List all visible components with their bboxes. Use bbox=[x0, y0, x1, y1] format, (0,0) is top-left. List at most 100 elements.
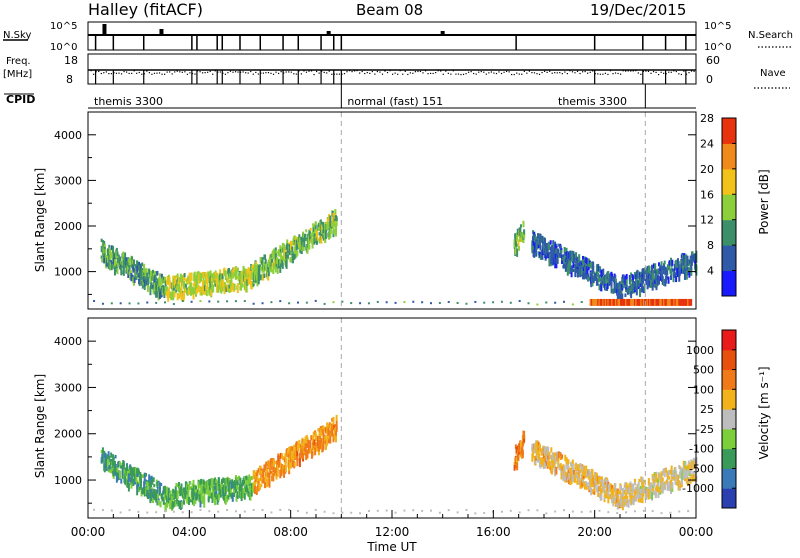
scatter-cell bbox=[519, 227, 522, 237]
scatter-cell bbox=[203, 491, 206, 500]
ground-speckle bbox=[110, 302, 113, 305]
ground-speckle bbox=[288, 302, 291, 305]
scatter-cell bbox=[620, 293, 622, 303]
scatter-cell bbox=[250, 490, 253, 497]
nave-dot bbox=[346, 71, 348, 73]
nave-dot bbox=[359, 72, 361, 74]
scatter-cell bbox=[280, 469, 283, 477]
scatter-cell bbox=[207, 496, 210, 503]
ground-speckle bbox=[509, 301, 512, 304]
ground-speckle bbox=[385, 509, 388, 512]
scatter-cell bbox=[599, 277, 602, 282]
ground-scatter-cell bbox=[597, 298, 600, 306]
scatter-cell bbox=[120, 264, 123, 269]
ground-speckle bbox=[545, 512, 548, 515]
nave-dot bbox=[366, 71, 368, 74]
scatter-cell bbox=[243, 267, 246, 275]
ground-speckle bbox=[607, 511, 610, 514]
nave-dot bbox=[399, 70, 401, 72]
scatter-cell bbox=[174, 500, 177, 507]
scatter-cell bbox=[131, 256, 134, 263]
nave-dot bbox=[419, 70, 422, 73]
scatter-cell bbox=[224, 495, 227, 505]
scatter-cell bbox=[595, 479, 598, 486]
scatter-cell bbox=[208, 484, 211, 491]
ground-speckle bbox=[323, 302, 326, 305]
scatter-cell bbox=[101, 453, 104, 463]
scatter-cell bbox=[319, 433, 322, 437]
scatter-cell bbox=[140, 268, 143, 276]
scatter-cell bbox=[535, 251, 538, 257]
scatter-cell bbox=[269, 467, 272, 475]
scatter-cell bbox=[145, 268, 148, 277]
scatter-cell bbox=[177, 283, 180, 293]
scatter-cell bbox=[594, 471, 597, 481]
scatter-cell bbox=[177, 278, 180, 286]
x-tick-label: 04:00 bbox=[172, 525, 207, 539]
nave-dot bbox=[445, 70, 447, 72]
scatter-cell bbox=[293, 444, 296, 453]
ground-scatter-cell bbox=[675, 298, 679, 306]
nave-dot bbox=[602, 73, 604, 75]
scatter-cell bbox=[156, 270, 159, 276]
nave-dot bbox=[498, 71, 500, 73]
scatter-cell bbox=[320, 438, 323, 445]
scatter-cell bbox=[611, 485, 614, 489]
scatter-cell bbox=[615, 490, 618, 499]
scatter-cell bbox=[685, 254, 688, 263]
scatter-cell bbox=[259, 274, 262, 281]
nave-dot bbox=[683, 70, 685, 72]
scatter-cell bbox=[654, 279, 657, 284]
nave-dot bbox=[627, 70, 629, 72]
nave-dot bbox=[354, 70, 356, 72]
scatter-cell bbox=[614, 278, 617, 288]
scatter-cell bbox=[293, 251, 296, 260]
nave-dot bbox=[630, 70, 632, 72]
scatter-cell bbox=[284, 453, 287, 459]
scatter-cell bbox=[167, 293, 170, 302]
scatter-cell bbox=[545, 455, 548, 462]
y-tick-label: 1000 bbox=[54, 266, 82, 279]
nave-dot bbox=[450, 73, 452, 75]
nave-dot bbox=[389, 70, 391, 72]
scatter-cell bbox=[115, 261, 118, 266]
scatter-cell bbox=[264, 263, 267, 271]
scatter-cell bbox=[230, 493, 233, 499]
ground-speckle bbox=[261, 508, 264, 511]
scatter-cell bbox=[163, 292, 166, 299]
scatter-cell bbox=[314, 221, 317, 230]
nave-dot bbox=[597, 73, 599, 75]
scatter-cell bbox=[110, 245, 113, 250]
scatter-cell bbox=[589, 474, 592, 482]
scatter-cell bbox=[260, 477, 263, 484]
ground-scatter-cell bbox=[595, 298, 599, 306]
scatter-cell bbox=[665, 271, 668, 280]
nave-dot bbox=[673, 70, 675, 72]
scatter-cell bbox=[595, 264, 598, 272]
scatter-cell bbox=[279, 258, 282, 263]
scatter-cell bbox=[261, 269, 264, 273]
scatter-cell bbox=[210, 492, 213, 497]
scatter-cell bbox=[200, 272, 203, 277]
scatter-cell bbox=[333, 433, 336, 440]
scatter-cell bbox=[576, 272, 579, 278]
nave-dot bbox=[146, 70, 148, 72]
scatter-cell bbox=[187, 489, 190, 497]
ground-speckle bbox=[199, 300, 202, 303]
nsky-peak bbox=[159, 29, 164, 35]
scatter-cell bbox=[158, 482, 161, 490]
scatter-cell bbox=[580, 474, 583, 479]
nave-dot bbox=[546, 71, 548, 73]
scatter-cell bbox=[629, 493, 632, 500]
scatter-cell bbox=[335, 420, 338, 429]
scatter-cell bbox=[150, 282, 153, 289]
nave-dot bbox=[255, 71, 257, 74]
scatter-cell bbox=[593, 484, 596, 492]
scatter-cell bbox=[607, 481, 610, 487]
nave-dot bbox=[194, 73, 196, 75]
scatter-cell bbox=[634, 486, 637, 491]
scatter-cell bbox=[259, 477, 261, 482]
ground-speckle bbox=[341, 511, 344, 514]
nave-dot bbox=[313, 73, 315, 76]
scatter-cell bbox=[677, 474, 679, 483]
